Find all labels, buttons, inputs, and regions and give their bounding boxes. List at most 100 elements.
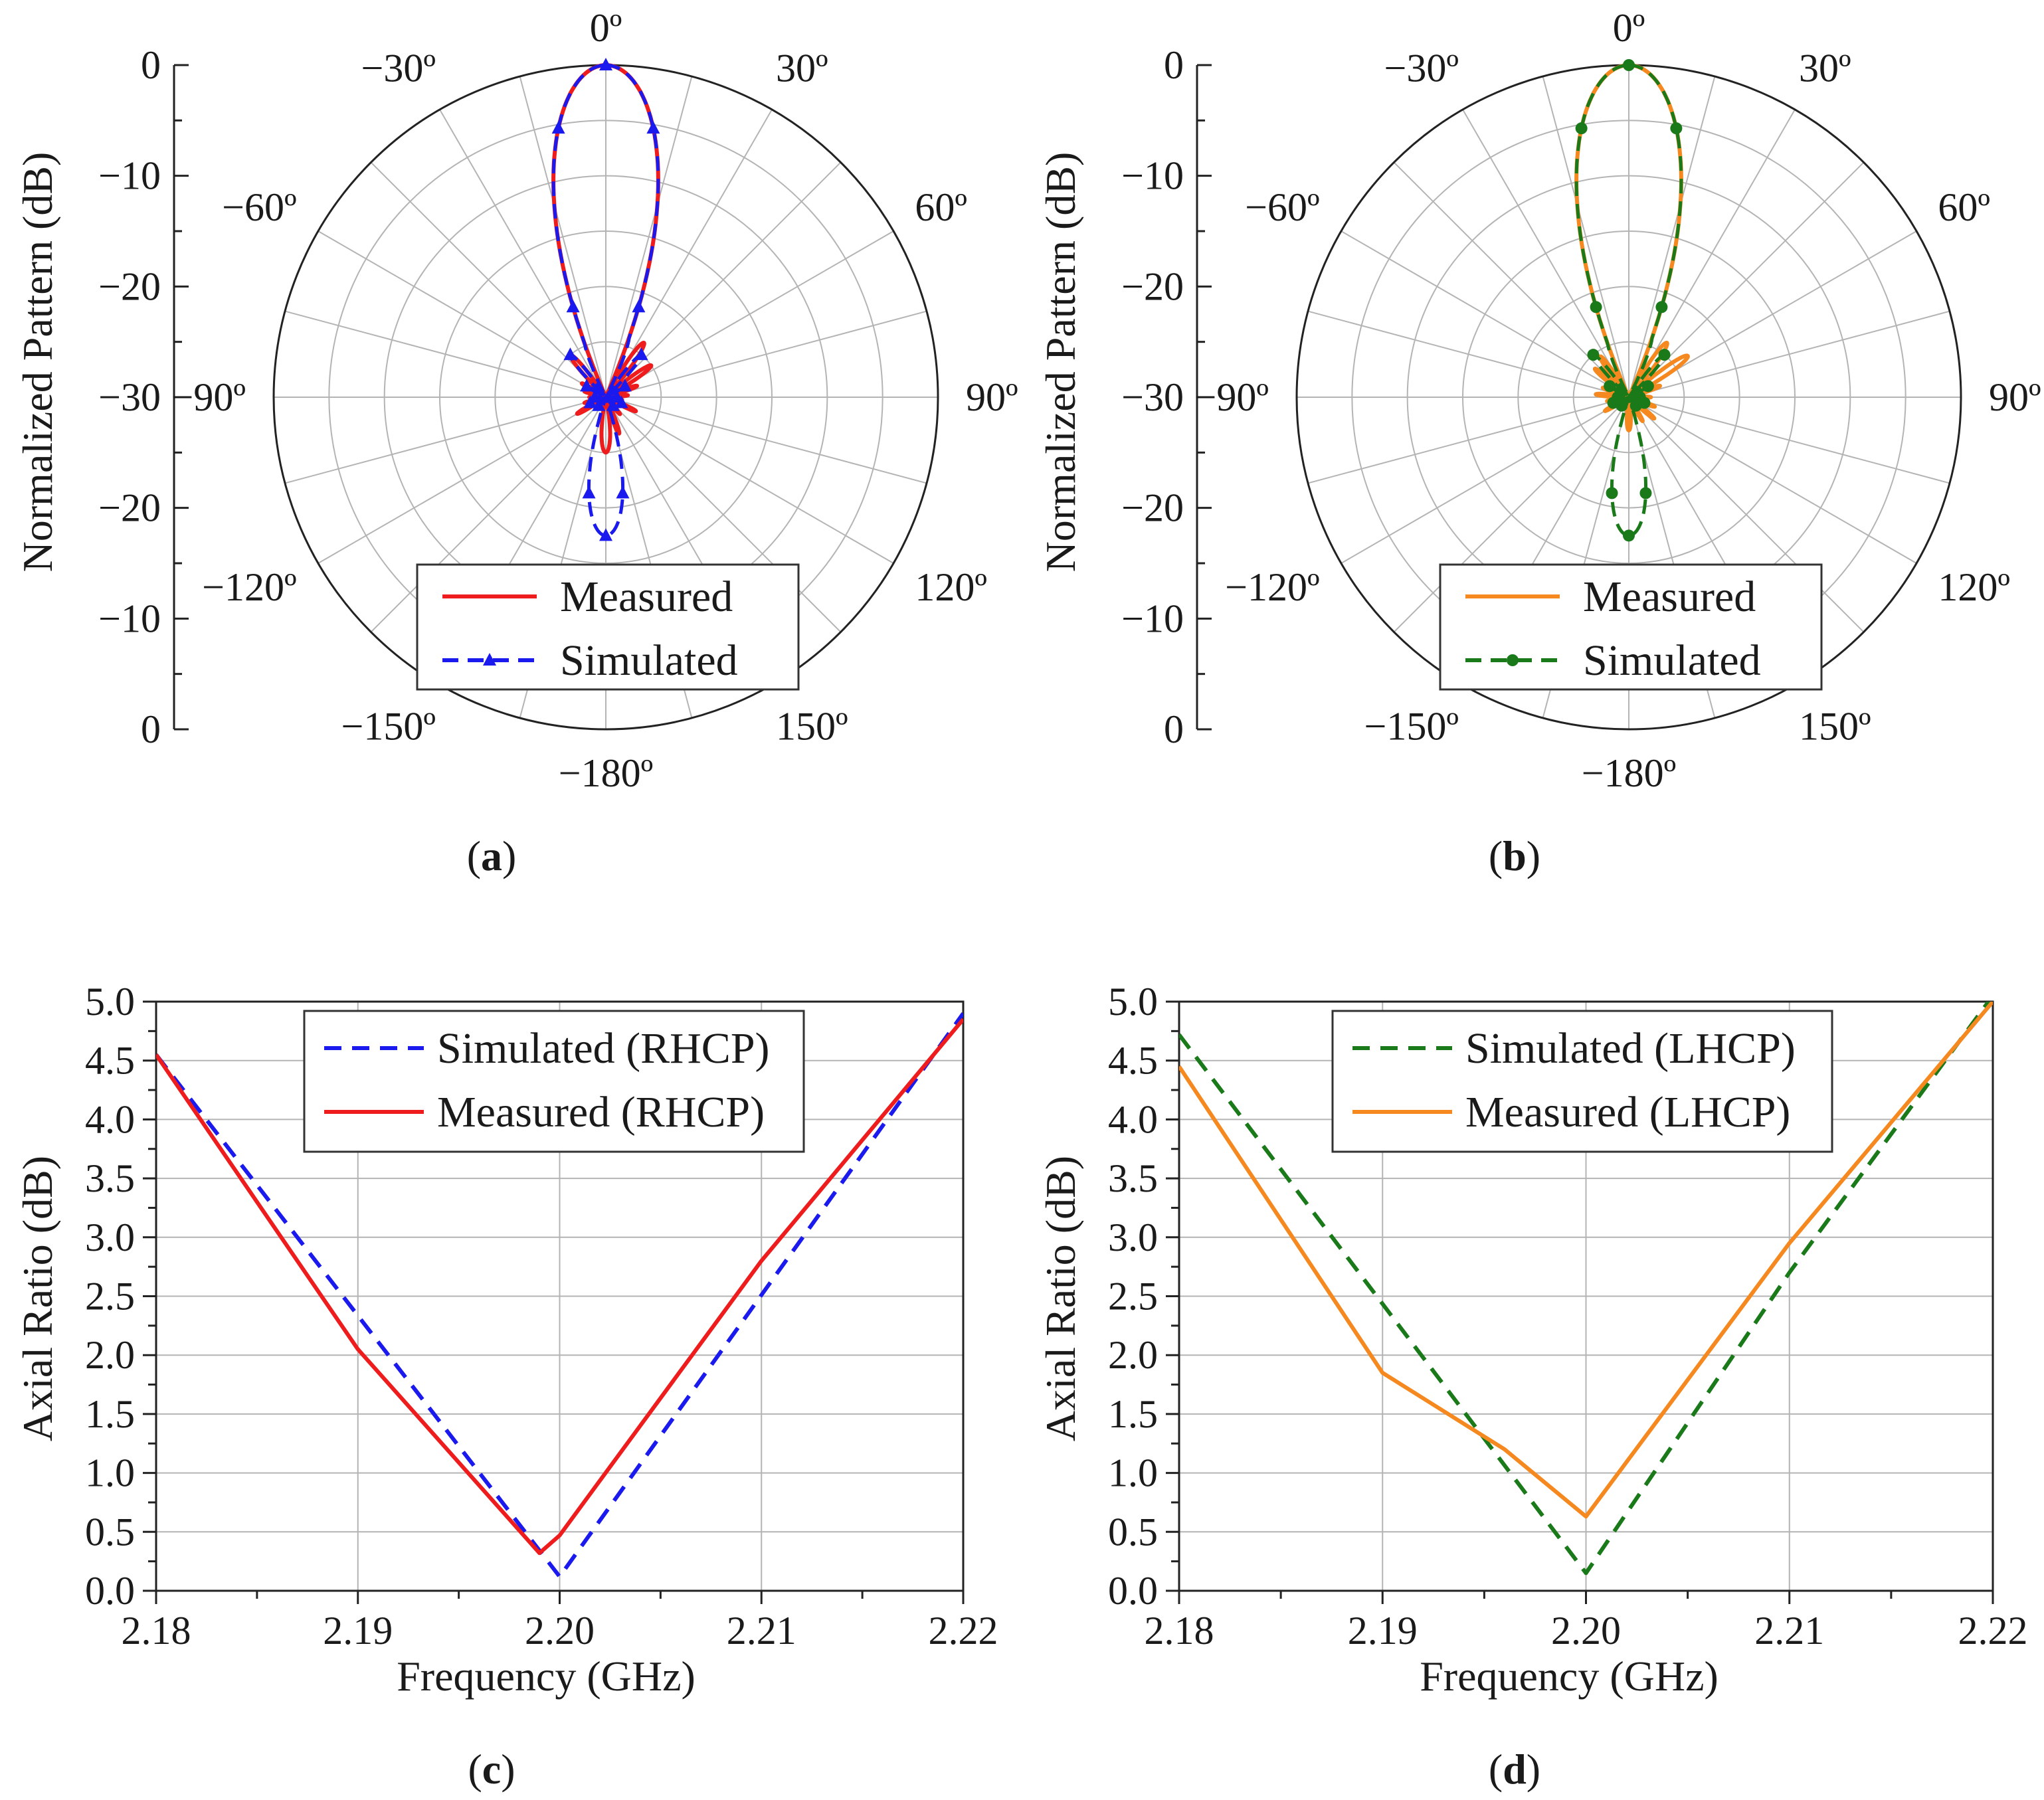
panel-a-radial-tick-label-5: −10: [98, 596, 161, 640]
panel-b-label: (b): [1489, 832, 1540, 879]
panel-d-series-0-line: [1179, 1002, 1992, 1575]
panel-a-angle-label-11: −30º: [361, 46, 436, 90]
panel-b-angle-label-11: −30º: [1384, 46, 1459, 90]
panel-d-legend-label-0: Simulated (LHCP): [1465, 1024, 1796, 1073]
panel-d-xlabel: Frequency (GHz): [1420, 1653, 1719, 1700]
panel-b-legend-label-1: Simulated: [1583, 636, 1761, 685]
panel-d-ytick-label-3: 1.5: [1108, 1392, 1158, 1436]
panel-c-xtick-label-0: 2.18: [122, 1609, 191, 1653]
panel-c-ylabel: Axial Ratio (dB): [14, 1156, 61, 1441]
panel-b-spoke-135: [1628, 397, 1865, 633]
panel-b-radial-tick-label-3: −30: [1121, 375, 1184, 419]
panel-a-legend-marker-1: [483, 653, 496, 666]
panel-a-spoke-15: [605, 76, 693, 398]
panel-b-spoke-285: [1307, 310, 1629, 398]
panel-b-polar-chart: 0 −10 −20 −30 −20 −10 0 0º 30º 60º 90º 120º 150º −18…: [1037, 6, 2041, 879]
panel-b-spoke-240: [1341, 397, 1629, 564]
panel-b-series-1-marker-17: [1575, 122, 1588, 135]
panel-b-series-1-marker-19: [1670, 122, 1683, 135]
panel-d-legend-box: [1331, 1010, 1833, 1153]
panel-b-radial-tick-label-1: −10: [1121, 154, 1184, 198]
panel-c-series-0-line: [156, 1012, 963, 1579]
panel-b-radial-tick-label-0: 0: [1164, 43, 1184, 87]
panel-a-angle-label-3: 90º: [966, 375, 1018, 419]
panel-d-ytick-label-2: 1.0: [1108, 1451, 1158, 1495]
panel-a-spoke-105: [605, 397, 927, 484]
panel-a-series-1-marker-16: [566, 300, 580, 313]
panel-b-series-1-marker-22: [1658, 349, 1671, 361]
panel-c-label-letter: c: [482, 1746, 501, 1793]
panel-d-xtick-label-2: 2.20: [1551, 1609, 1621, 1653]
panel-a-spoke-285: [284, 310, 606, 398]
panel-a-series-1-marker-0: [599, 528, 612, 541]
panel-b-angle-label-6: −180º: [1582, 751, 1676, 795]
panel-a-series-1-marker-18: [599, 58, 612, 70]
panel-b-spoke-120: [1628, 397, 1917, 564]
panel-d-curves: [1179, 1002, 1993, 1575]
panel-b-angle-label-10: −60º: [1245, 185, 1319, 229]
panel-c-xtick-label-2: 2.20: [525, 1609, 595, 1653]
panel-b-angle-label-3: 90º: [1989, 375, 2041, 419]
panel-b-radial-tick-label-5: −10: [1121, 596, 1184, 640]
panel-a-radial-axis: 0 −10 −20 −30 −20 −10 0: [98, 43, 189, 751]
panel-c-curves: [156, 1012, 963, 1579]
panel-d-series-1-line: [1179, 1002, 1993, 1519]
panel-c-legend-box: [303, 1010, 805, 1153]
panel-d-ytick-label-7: 3.5: [1108, 1156, 1158, 1200]
panel-c-line-chart: 2.18 2.19 2.20 2.21 2.22 0.0 0.5 1.0 1.5 2.0 2.5 3.…: [14, 980, 998, 1793]
panel-d-axes: 2.18 2.19 2.20 2.21 2.22 0.0 0.5 1.0 1.5 2.0 2.5 3.…: [1108, 980, 2028, 1653]
panel-b-radial-axis: 0 −10 −20 −30 −20 −10 0: [1121, 43, 1212, 751]
panel-a-series-1-marker-12: [580, 379, 594, 392]
panel-d-label-letter: d: [1503, 1746, 1527, 1793]
panel-b-radial-tick-label-4: −20: [1121, 486, 1184, 530]
panel-c-xtick-label-1: 2.19: [323, 1609, 393, 1653]
panel-b-angle-label-9: −90º: [1194, 375, 1269, 419]
panel-a-spoke-225: [370, 397, 606, 633]
panel-a-curves: [551, 58, 660, 541]
panel-a-label: (a): [467, 832, 517, 879]
panel-a-series-1-curve: [551, 63, 660, 537]
panel-b-spoke-345: [1542, 76, 1629, 398]
panel-b-angle-label-2: 60º: [1938, 185, 1990, 229]
panel-a-radial-tick-label-3: −30: [98, 375, 161, 419]
panel-a-angle-label-0: 0º: [590, 6, 622, 50]
panel-c-ytick-label-8: 4.0: [85, 1097, 135, 1141]
panel-c-ytick-label-7: 3.5: [85, 1156, 135, 1200]
panel-a-legend: Measured Simulated: [416, 563, 800, 691]
panel-d-ytick-label-4: 2.0: [1108, 1333, 1158, 1377]
panel-b-angle-label-7: −150º: [1364, 704, 1459, 748]
panel-d-legend-label-1: Measured (LHCP): [1465, 1088, 1790, 1136]
panel-a-series-1-marker-29: [614, 395, 628, 408]
panel-b-spoke-30: [1628, 109, 1796, 398]
panel-a-radial-tick-label-4: −20: [98, 486, 161, 530]
panel-a-angle-label-2: 60º: [915, 185, 967, 229]
panel-a-polar-chart: 0 −10 −20 −30 −20 −10 0 0º 30º 60º 90º 120º 150º −18…: [14, 6, 1018, 879]
panel-a-spoke-60: [605, 230, 894, 398]
panel-c-ytick-label-9: 4.5: [85, 1039, 135, 1083]
panel-b-series-1-marker-35: [1639, 487, 1652, 499]
panel-b-series-1-marker-18: [1623, 59, 1635, 71]
panel-d-ytick-label-9: 4.5: [1108, 1039, 1158, 1083]
panel-a-legend-box: [416, 563, 800, 691]
panel-a-spoke-240: [318, 397, 606, 564]
panel-b-series-1-marker-16: [1590, 301, 1602, 314]
panel-a-radial-tick-label-2: −20: [98, 264, 161, 308]
panel-c-legend: Simulated (RHCP) Measured (RHCP): [303, 1010, 805, 1153]
panel-b-series-1-curve: [1574, 63, 1683, 537]
panel-c-xtick-label-3: 2.21: [727, 1609, 796, 1653]
panel-b-radial-tick-label-6: 0: [1164, 707, 1184, 751]
panel-a-angle-label-4: 120º: [915, 565, 987, 609]
panel-a-angle-labels: 0º 30º 60º 90º 120º 150º −180º −150º −120º −90º −6…: [171, 6, 1018, 795]
panel-a-angle-label-8: −120º: [202, 565, 296, 609]
panel-b-angle-label-1: 30º: [1799, 46, 1851, 90]
panel-a-radial-tick-label-6: 0: [141, 707, 161, 751]
panel-b-spoke-300: [1341, 230, 1629, 398]
panel-a-spoke-255: [284, 397, 606, 484]
panel-b-series-1-marker-1: [1606, 487, 1618, 499]
panel-a-angle-label-5: 150º: [776, 704, 848, 748]
panel-d-xtick-label-1: 2.19: [1348, 1609, 1418, 1653]
panel-b-spoke-75: [1628, 310, 1950, 398]
panel-d-ylabel: Axial Ratio (dB): [1037, 1156, 1084, 1441]
panel-c-xtick-label-4: 2.22: [929, 1609, 998, 1653]
